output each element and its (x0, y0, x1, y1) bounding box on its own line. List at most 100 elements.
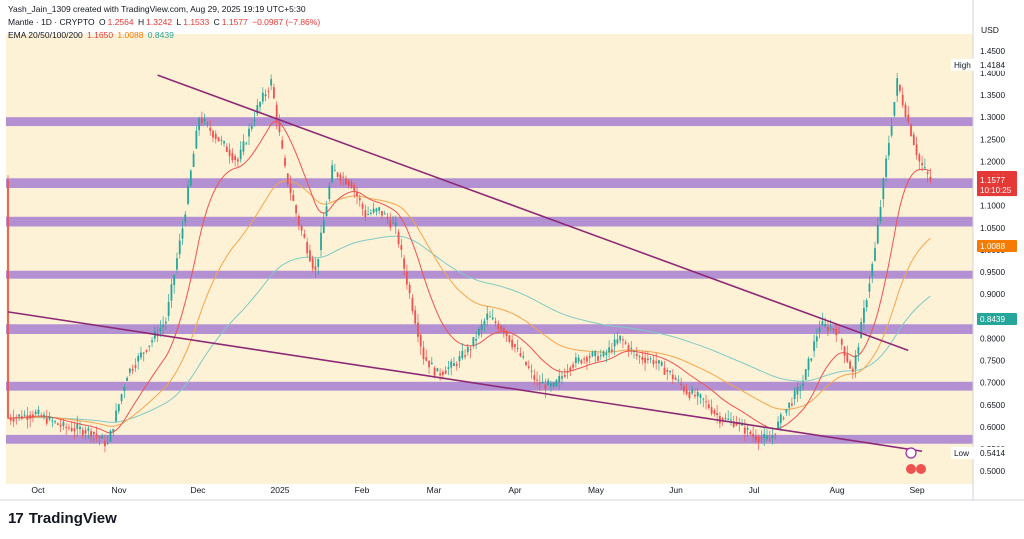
candle-body (835, 329, 838, 335)
candle (173, 274, 176, 294)
candle-body (350, 182, 353, 188)
candle (768, 430, 771, 441)
candle (223, 140, 225, 148)
candle-body (624, 342, 627, 344)
candle (885, 154, 887, 182)
candle (389, 212, 392, 232)
candle (832, 327, 835, 335)
candle-body (793, 390, 796, 400)
candle (538, 375, 541, 391)
ema-label[interactable]: EMA 20/50/100/200 (8, 30, 83, 40)
ema100-line (8, 235, 931, 423)
candle (555, 378, 558, 388)
candle-body (666, 370, 669, 372)
candle-body (641, 357, 644, 360)
candle-body (178, 240, 181, 255)
candle (516, 339, 519, 353)
candle (807, 356, 810, 377)
trendline-0 (7, 311, 923, 453)
candle-body (802, 383, 804, 386)
candle-body (843, 346, 846, 357)
candle-body (791, 403, 793, 406)
candle (660, 360, 663, 367)
tradingview-logo-text: TradingView (28, 510, 117, 527)
candle-body (76, 423, 79, 429)
candle (901, 87, 904, 108)
candle-body (561, 376, 563, 379)
candle-body (159, 328, 162, 331)
candle (148, 345, 151, 352)
candle (458, 351, 461, 368)
candle (286, 173, 289, 187)
candle (408, 281, 411, 299)
candle-body (12, 417, 15, 422)
candle-body (760, 437, 763, 439)
candle-body (594, 350, 597, 357)
candle (267, 87, 270, 99)
candle (624, 339, 627, 345)
candle-body (464, 355, 466, 357)
candle-body (430, 362, 433, 365)
tradingview-logo[interactable]: 17 TradingView (8, 510, 117, 527)
candle (333, 163, 336, 172)
candle (766, 429, 768, 441)
candle-body (151, 340, 153, 343)
y-tick-label: 1.2000 (980, 157, 1005, 166)
candle-body (37, 409, 40, 415)
x-tick-label: May (588, 485, 605, 495)
candle (622, 336, 624, 349)
candle-body (209, 127, 212, 131)
candle (203, 113, 206, 125)
candle (547, 377, 550, 386)
candle-body (846, 353, 849, 362)
candle-body (829, 327, 832, 329)
candle (237, 157, 239, 168)
symbol-label[interactable]: Mantle · 1D · CRYPTO (8, 17, 95, 27)
candle-body (248, 128, 250, 137)
candle-body (860, 322, 863, 339)
candle-body (142, 352, 145, 354)
candle-body (685, 389, 688, 395)
candle-body (646, 358, 649, 361)
candle-body (386, 216, 389, 220)
candle (472, 337, 475, 349)
candle (29, 410, 32, 428)
candle (574, 352, 577, 368)
candle-body (361, 204, 364, 209)
candle-body (419, 335, 422, 347)
candle-body (663, 367, 666, 375)
candle-body (187, 185, 189, 204)
candle (54, 420, 56, 424)
candle (868, 275, 871, 299)
candle-body (403, 258, 406, 269)
candle-body (599, 355, 602, 357)
candle-body (871, 263, 874, 277)
candle-body (87, 428, 90, 431)
candle (843, 345, 846, 364)
candle-body (167, 302, 170, 317)
candle (367, 206, 369, 216)
x-tick-label: Feb (355, 485, 370, 495)
candle-body (234, 156, 237, 161)
price-label-0: 1.4184 High (951, 58, 1017, 71)
candle-body (26, 415, 29, 420)
candle (544, 378, 547, 398)
candle-body (104, 440, 106, 447)
candle (550, 380, 552, 392)
candle-body (696, 392, 699, 397)
candle (851, 366, 854, 379)
candle-body (123, 386, 126, 392)
candle-body (915, 144, 918, 155)
candle (926, 170, 929, 183)
candle (804, 368, 807, 381)
candle (217, 136, 220, 142)
candle-body (652, 360, 655, 365)
price-label-value: 1.4184 (980, 61, 1005, 70)
candle-body (59, 424, 62, 427)
x-tick-label: Aug (829, 485, 844, 495)
candle (444, 366, 447, 375)
candle-body (239, 149, 242, 160)
candle-body (514, 344, 516, 348)
candle (466, 343, 469, 356)
